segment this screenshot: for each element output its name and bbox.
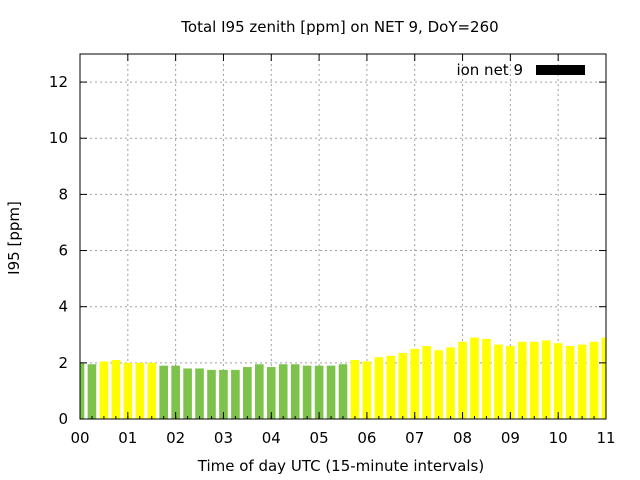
bar bbox=[135, 362, 145, 419]
bar bbox=[80, 362, 85, 419]
bar bbox=[482, 338, 491, 419]
bar bbox=[326, 365, 336, 419]
bar bbox=[255, 364, 264, 419]
x-tick-labels: 00 01 02 03 04 05 06 07 08 09 10 11 bbox=[70, 429, 615, 447]
bar bbox=[302, 365, 312, 419]
x-tick-label: 04 bbox=[262, 429, 281, 447]
bar bbox=[458, 341, 467, 419]
bar bbox=[446, 347, 455, 419]
bar bbox=[410, 348, 420, 419]
bar bbox=[398, 353, 408, 419]
x-tick-label: 00 bbox=[70, 429, 89, 447]
bar bbox=[494, 344, 503, 419]
bar bbox=[350, 360, 360, 419]
x-tick-label: 02 bbox=[166, 429, 185, 447]
y-tick-label: 12 bbox=[49, 73, 68, 91]
x-tick-label: 07 bbox=[405, 429, 424, 447]
bar bbox=[434, 350, 443, 419]
x-tick-label: 06 bbox=[357, 429, 376, 447]
bar bbox=[195, 368, 204, 419]
bar bbox=[422, 346, 431, 419]
bar-series bbox=[80, 337, 606, 419]
x-tick-label: 11 bbox=[596, 429, 615, 447]
y-tick-label: 10 bbox=[49, 129, 68, 147]
bar bbox=[159, 365, 168, 419]
bar bbox=[386, 355, 396, 419]
bar bbox=[290, 364, 300, 419]
legend: ion net 9 bbox=[456, 61, 585, 79]
bar bbox=[123, 362, 133, 419]
bar bbox=[601, 337, 606, 419]
y-tick-label: 2 bbox=[58, 354, 68, 372]
y-tick-label: 8 bbox=[58, 185, 68, 203]
y-axis-label: I95 [ppm] bbox=[5, 201, 23, 275]
y-tick-label: 0 bbox=[58, 410, 68, 428]
x-tick-label: 01 bbox=[118, 429, 137, 447]
x-tick-label: 08 bbox=[453, 429, 472, 447]
bar bbox=[111, 360, 121, 419]
legend-label: ion net 9 bbox=[456, 61, 523, 79]
x-tick-label: 09 bbox=[501, 429, 520, 447]
y-tick-label: 4 bbox=[58, 298, 68, 316]
bar bbox=[183, 368, 192, 419]
bar bbox=[338, 364, 348, 419]
bar bbox=[518, 341, 527, 419]
bar bbox=[506, 346, 515, 419]
bar bbox=[362, 361, 372, 419]
bar bbox=[589, 341, 599, 419]
legend-swatch bbox=[536, 65, 585, 75]
bar bbox=[99, 361, 109, 419]
bar bbox=[243, 367, 252, 419]
bar bbox=[553, 343, 563, 419]
bar bbox=[231, 369, 240, 419]
y-tick-labels: 0 2 4 6 8 10 12 bbox=[49, 73, 68, 428]
bar bbox=[374, 357, 384, 419]
chart-title: Total I95 zenith [ppm] on NET 9, DoY=260 bbox=[180, 18, 498, 36]
x-axis-label: Time of day UTC (15-minute intervals) bbox=[197, 457, 484, 475]
x-tick-label: 03 bbox=[214, 429, 233, 447]
y-tick-label: 6 bbox=[58, 242, 68, 260]
bar bbox=[529, 341, 539, 419]
bar bbox=[577, 344, 587, 419]
grid bbox=[80, 54, 606, 419]
bar bbox=[219, 369, 228, 419]
bar bbox=[87, 364, 97, 419]
bar bbox=[470, 337, 479, 419]
bar bbox=[266, 367, 276, 419]
x-tick-label: 10 bbox=[549, 429, 568, 447]
bar bbox=[314, 365, 324, 419]
x-tick-label: 05 bbox=[310, 429, 329, 447]
bar bbox=[147, 362, 157, 419]
bar bbox=[278, 364, 288, 419]
bar bbox=[541, 340, 551, 419]
bar bbox=[207, 369, 216, 419]
bar bbox=[171, 365, 180, 419]
axis-ticks bbox=[79, 54, 607, 420]
bar bbox=[565, 346, 575, 419]
